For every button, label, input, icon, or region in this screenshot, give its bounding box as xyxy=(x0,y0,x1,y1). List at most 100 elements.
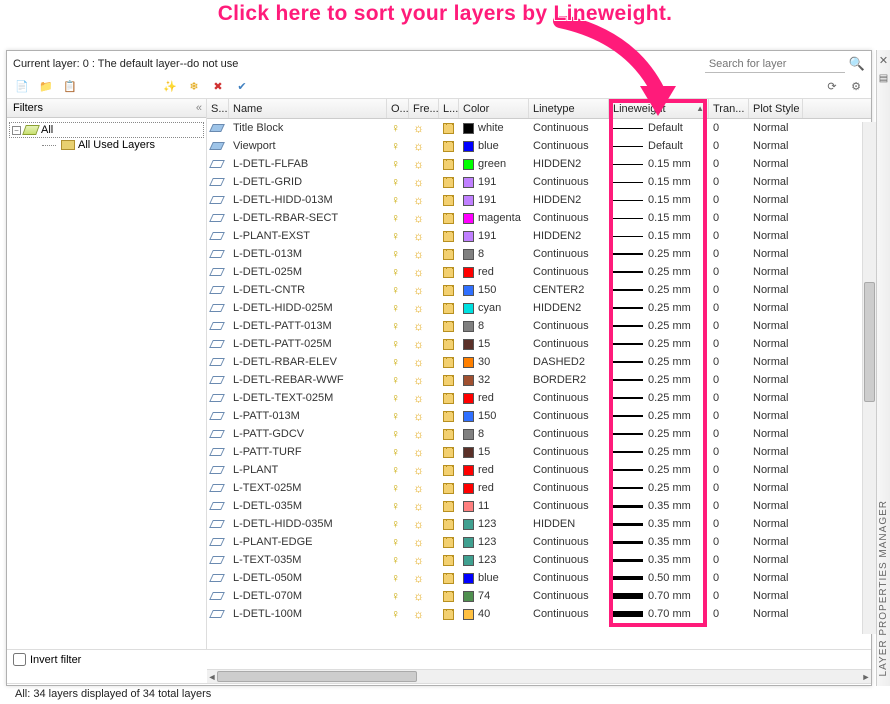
trans-cell[interactable]: 0 xyxy=(709,248,749,260)
sun-icon[interactable]: ☼ xyxy=(413,517,424,531)
sun-icon[interactable]: ☼ xyxy=(413,391,424,405)
bulb-icon[interactable]: ♀ xyxy=(391,589,400,603)
color-swatch[interactable] xyxy=(463,537,474,548)
lock-icon[interactable] xyxy=(443,429,454,440)
lock-icon[interactable] xyxy=(443,303,454,314)
linetype-cell[interactable]: HIDDEN2 xyxy=(529,158,609,170)
lock-icon[interactable] xyxy=(443,339,454,350)
linetype-cell[interactable]: Continuous xyxy=(529,338,609,350)
bulb-icon[interactable]: ♀ xyxy=(391,265,400,279)
lineweight-cell[interactable]: 0.15 mm xyxy=(609,158,709,170)
lineweight-cell[interactable]: 0.25 mm xyxy=(609,410,709,422)
plotstyle-cell[interactable]: Normal xyxy=(749,266,803,278)
bulb-icon[interactable]: ♀ xyxy=(391,229,400,243)
color-swatch[interactable] xyxy=(463,159,474,170)
table-row[interactable]: L-DETL-RBAR-SECT♀☼magentaContinuous0.15 … xyxy=(207,209,871,227)
lineweight-cell[interactable]: 0.15 mm xyxy=(609,176,709,188)
linetype-cell[interactable]: BORDER2 xyxy=(529,374,609,386)
table-row[interactable]: L-DETL-HIDD-025M♀☼cyanHIDDEN20.25 mm0Nor… xyxy=(207,299,871,317)
delete-layer-icon[interactable]: ✖ xyxy=(209,78,227,96)
trans-cell[interactable]: 0 xyxy=(709,554,749,566)
color-swatch[interactable] xyxy=(463,519,474,530)
sun-icon[interactable]: ☼ xyxy=(413,463,424,477)
sun-icon[interactable]: ☼ xyxy=(413,265,424,279)
trans-cell[interactable]: 0 xyxy=(709,194,749,206)
trans-cell[interactable]: 0 xyxy=(709,608,749,620)
sun-icon[interactable]: ☼ xyxy=(413,607,424,621)
color-swatch[interactable] xyxy=(463,339,474,350)
lineweight-cell[interactable]: Default xyxy=(609,140,709,152)
filters-header[interactable]: Filters « xyxy=(7,99,206,118)
pin-icon[interactable]: ▤ xyxy=(877,67,890,84)
linetype-cell[interactable]: Continuous xyxy=(529,266,609,278)
filter-all[interactable]: − All xyxy=(9,122,204,138)
table-row[interactable]: L-TEXT-035M♀☼123Continuous0.35 mm0Normal xyxy=(207,551,871,569)
lineweight-cell[interactable]: 0.25 mm xyxy=(609,482,709,494)
sun-icon[interactable]: ☼ xyxy=(413,175,424,189)
color-swatch[interactable] xyxy=(463,177,474,188)
lineweight-cell[interactable]: 0.25 mm xyxy=(609,392,709,404)
lineweight-cell[interactable]: 0.35 mm xyxy=(609,500,709,512)
table-row[interactable]: L-DETL-100M♀☼40Continuous0.70 mm0Normal xyxy=(207,605,871,623)
plotstyle-cell[interactable]: Normal xyxy=(749,194,803,206)
trans-cell[interactable]: 0 xyxy=(709,482,749,494)
bulb-icon[interactable]: ♀ xyxy=(391,535,400,549)
plotstyle-cell[interactable]: Normal xyxy=(749,338,803,350)
color-swatch[interactable] xyxy=(463,213,474,224)
table-row[interactable]: L-PLANT♀☼redContinuous0.25 mm0Normal xyxy=(207,461,871,479)
lock-icon[interactable] xyxy=(443,483,454,494)
plotstyle-cell[interactable]: Normal xyxy=(749,392,803,404)
bulb-icon[interactable]: ♀ xyxy=(391,121,400,135)
table-row[interactable]: L-DETL-RBAR-ELEV♀☼30DASHED20.25 mm0Norma… xyxy=(207,353,871,371)
table-row[interactable]: L-DETL-PATT-013M♀☼8Continuous0.25 mm0Nor… xyxy=(207,317,871,335)
plotstyle-cell[interactable]: Normal xyxy=(749,356,803,368)
bulb-icon[interactable]: ♀ xyxy=(391,499,400,513)
color-swatch[interactable] xyxy=(463,447,474,458)
linetype-cell[interactable]: Continuous xyxy=(529,608,609,620)
lineweight-cell[interactable]: 0.25 mm xyxy=(609,428,709,440)
v-scroll-thumb[interactable] xyxy=(864,282,875,402)
plotstyle-cell[interactable]: Normal xyxy=(749,536,803,548)
plotstyle-cell[interactable]: Normal xyxy=(749,482,803,494)
bulb-icon[interactable]: ♀ xyxy=(391,391,400,405)
color-swatch[interactable] xyxy=(463,555,474,566)
search-input[interactable] xyxy=(705,56,845,73)
color-swatch[interactable] xyxy=(463,375,474,386)
sun-icon[interactable]: ☼ xyxy=(413,157,424,171)
sun-icon[interactable]: ☼ xyxy=(413,481,424,495)
table-row[interactable]: L-PLANT-EDGE♀☼123Continuous0.35 mm0Norma… xyxy=(207,533,871,551)
trans-cell[interactable]: 0 xyxy=(709,266,749,278)
lineweight-cell[interactable]: 0.35 mm xyxy=(609,536,709,548)
lineweight-cell[interactable]: 0.50 mm xyxy=(609,572,709,584)
col-freeze[interactable]: Fre... xyxy=(409,99,439,118)
h-scroll-thumb[interactable] xyxy=(217,671,417,682)
plotstyle-cell[interactable]: Normal xyxy=(749,284,803,296)
sun-icon[interactable]: ☼ xyxy=(413,373,424,387)
lock-icon[interactable] xyxy=(443,321,454,332)
trans-cell[interactable]: 0 xyxy=(709,428,749,440)
trans-cell[interactable]: 0 xyxy=(709,374,749,386)
color-swatch[interactable] xyxy=(463,591,474,602)
plotstyle-cell[interactable]: Normal xyxy=(749,158,803,170)
linetype-cell[interactable]: Continuous xyxy=(529,212,609,224)
lock-icon[interactable] xyxy=(443,249,454,260)
color-swatch[interactable] xyxy=(463,357,474,368)
plotstyle-cell[interactable]: Normal xyxy=(749,302,803,314)
sun-icon[interactable]: ☼ xyxy=(413,283,424,297)
scroll-right-icon[interactable]: ► xyxy=(859,670,873,684)
bulb-icon[interactable]: ♀ xyxy=(391,463,400,477)
plotstyle-cell[interactable]: Normal xyxy=(749,374,803,386)
col-trans[interactable]: Tran... xyxy=(709,99,749,118)
plotstyle-cell[interactable]: Normal xyxy=(749,122,803,134)
table-row[interactable]: L-DETL-035M♀☼11Continuous0.35 mm0Normal xyxy=(207,497,871,515)
table-row[interactable]: L-DETL-HIDD-013M♀☼191HIDDEN20.15 mm0Norm… xyxy=(207,191,871,209)
trans-cell[interactable]: 0 xyxy=(709,284,749,296)
bulb-icon[interactable]: ♀ xyxy=(391,355,400,369)
color-swatch[interactable] xyxy=(463,573,474,584)
trans-cell[interactable]: 0 xyxy=(709,410,749,422)
linetype-cell[interactable]: Continuous xyxy=(529,572,609,584)
table-row[interactable]: L-DETL-HIDD-035M♀☼123HIDDEN0.35 mm0Norma… xyxy=(207,515,871,533)
new-group-icon[interactable]: 📁 xyxy=(37,78,55,96)
lineweight-cell[interactable]: 0.15 mm xyxy=(609,230,709,242)
lock-icon[interactable] xyxy=(443,177,454,188)
